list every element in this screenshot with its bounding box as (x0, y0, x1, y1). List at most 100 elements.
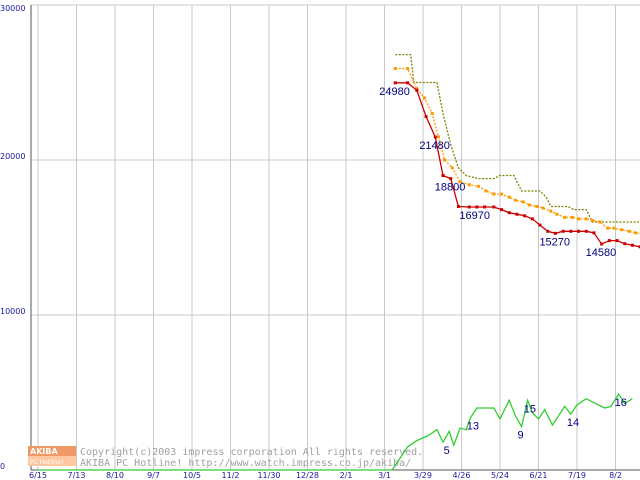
min_price-point (393, 81, 397, 85)
shop_count-line (38, 392, 633, 471)
avg_price-point (521, 200, 525, 204)
count-label: 15 (524, 403, 536, 415)
x-tick-label: 8/2 (609, 471, 622, 480)
max_price-line (395, 53, 640, 223)
avg_price-point (570, 215, 574, 219)
avg_price-point (484, 189, 488, 193)
avg_price-point (527, 203, 531, 207)
logo-bottom-bg (28, 456, 76, 466)
avg_price-point (606, 226, 610, 230)
avg_price-point (627, 229, 631, 233)
x-tick-label: 3/1 (378, 471, 391, 480)
price-label: 14580 (586, 247, 617, 259)
x-tick-label: 6/21 (530, 471, 548, 480)
avg_price-point (443, 158, 447, 162)
avg_price-point (598, 220, 602, 224)
min_price-point (492, 205, 496, 209)
y-tick-label: 20000 (0, 152, 25, 161)
x-tick-label: 6/15 (29, 471, 47, 480)
min_price-point (406, 81, 410, 85)
avg_price-point (612, 226, 616, 230)
min_price-point (577, 229, 581, 233)
y-tick-label: 30000 (0, 4, 25, 13)
avg_price-point (513, 198, 517, 202)
avg_price-point (555, 212, 559, 216)
avg_price-point (492, 192, 496, 196)
avg_price-point (584, 217, 588, 221)
avg_price-line (395, 67, 640, 235)
min_price-point (475, 205, 479, 209)
x-tick-label: 9/7 (147, 471, 160, 480)
y-tick-label: 10000 (0, 307, 25, 316)
min_price-point (433, 135, 437, 139)
min_price-point (483, 205, 487, 209)
min_price-point (500, 208, 504, 212)
avg_price-point (423, 96, 427, 100)
x-tick-label: 7/19 (568, 471, 586, 480)
min_price-point (456, 205, 460, 208)
avg_price-point (458, 180, 462, 184)
x-tick-labels: 6/15 7/13 8/10 9/7 10/5 11/2 11/30 12/28 2/1 3/1 3… (29, 471, 622, 480)
min_price-point (530, 217, 534, 221)
data-labels: 2498021480188001697015270145801365051391… (379, 86, 627, 457)
count-label: 5 (444, 445, 450, 457)
price-label: 18800 (435, 182, 466, 194)
min_price-point (607, 239, 611, 243)
avg_price-point (436, 135, 440, 139)
avg_price-point (634, 231, 638, 235)
x-tick-label: 11/2 (222, 471, 240, 480)
avg_price-point (430, 112, 434, 115)
avg_price-point (549, 209, 553, 213)
min_price-point (449, 177, 453, 181)
avg_price-point (507, 195, 511, 199)
min_price-point (638, 245, 640, 249)
price-label: 24980 (379, 86, 410, 98)
series-layer (38, 53, 640, 471)
min_price-point (538, 223, 542, 227)
y-tick-labels: 0 10000 20000 30000 (0, 4, 25, 471)
min_price-point (553, 231, 557, 235)
avg_price-point (476, 184, 480, 188)
min_price-point (600, 242, 604, 246)
min_price-point (441, 174, 445, 177)
min_price-point (546, 229, 550, 233)
avg_price-point (563, 215, 567, 219)
watermark-url: AKIBA PC Hotline! http://www.watch.impre… (80, 458, 411, 469)
min_price-point (630, 243, 634, 247)
min_price-point (515, 212, 519, 216)
avg_price-point (535, 205, 539, 208)
min_price-point (507, 211, 511, 215)
logo-bottom-text: PC Hotline! (30, 459, 63, 466)
avg_price-point (415, 87, 419, 91)
avg_price-point (450, 166, 454, 170)
x-tick-label: 5/24 (491, 471, 509, 480)
x-tick-label: 4/26 (453, 471, 471, 480)
x-tick-label: 10/5 (183, 471, 201, 480)
x-tick-label: 11/30 (257, 471, 280, 480)
x-tick-label: 7/13 (68, 471, 86, 480)
avg_price-point (620, 228, 624, 232)
avg_price-point (577, 217, 581, 221)
count-label: 9 (518, 430, 524, 442)
x-tick-label: 8/10 (106, 471, 124, 480)
price-label: 15270 (539, 236, 570, 248)
avg_price-point (393, 67, 397, 71)
avg_price-point (541, 206, 545, 210)
min_price-point (584, 229, 588, 233)
min_price-point (561, 229, 565, 233)
min_price-point (467, 205, 471, 209)
min_price-line (395, 82, 640, 248)
y-tick-label: 0 (0, 462, 5, 471)
min_price-point (569, 229, 573, 233)
min_price-point (523, 214, 527, 218)
avg_price-point (406, 67, 410, 71)
price-label: 21480 (419, 140, 450, 152)
x-tick-label: 2/1 (340, 471, 353, 480)
x-tick-label: 12/28 (296, 471, 319, 480)
min_price-point (623, 242, 627, 246)
watermark-copyright: Copyright(c)2003 impress corporation All… (80, 447, 423, 458)
count-label: 13 (467, 420, 479, 432)
avg_price-point (590, 218, 594, 222)
price-label: 16970 (459, 210, 490, 222)
